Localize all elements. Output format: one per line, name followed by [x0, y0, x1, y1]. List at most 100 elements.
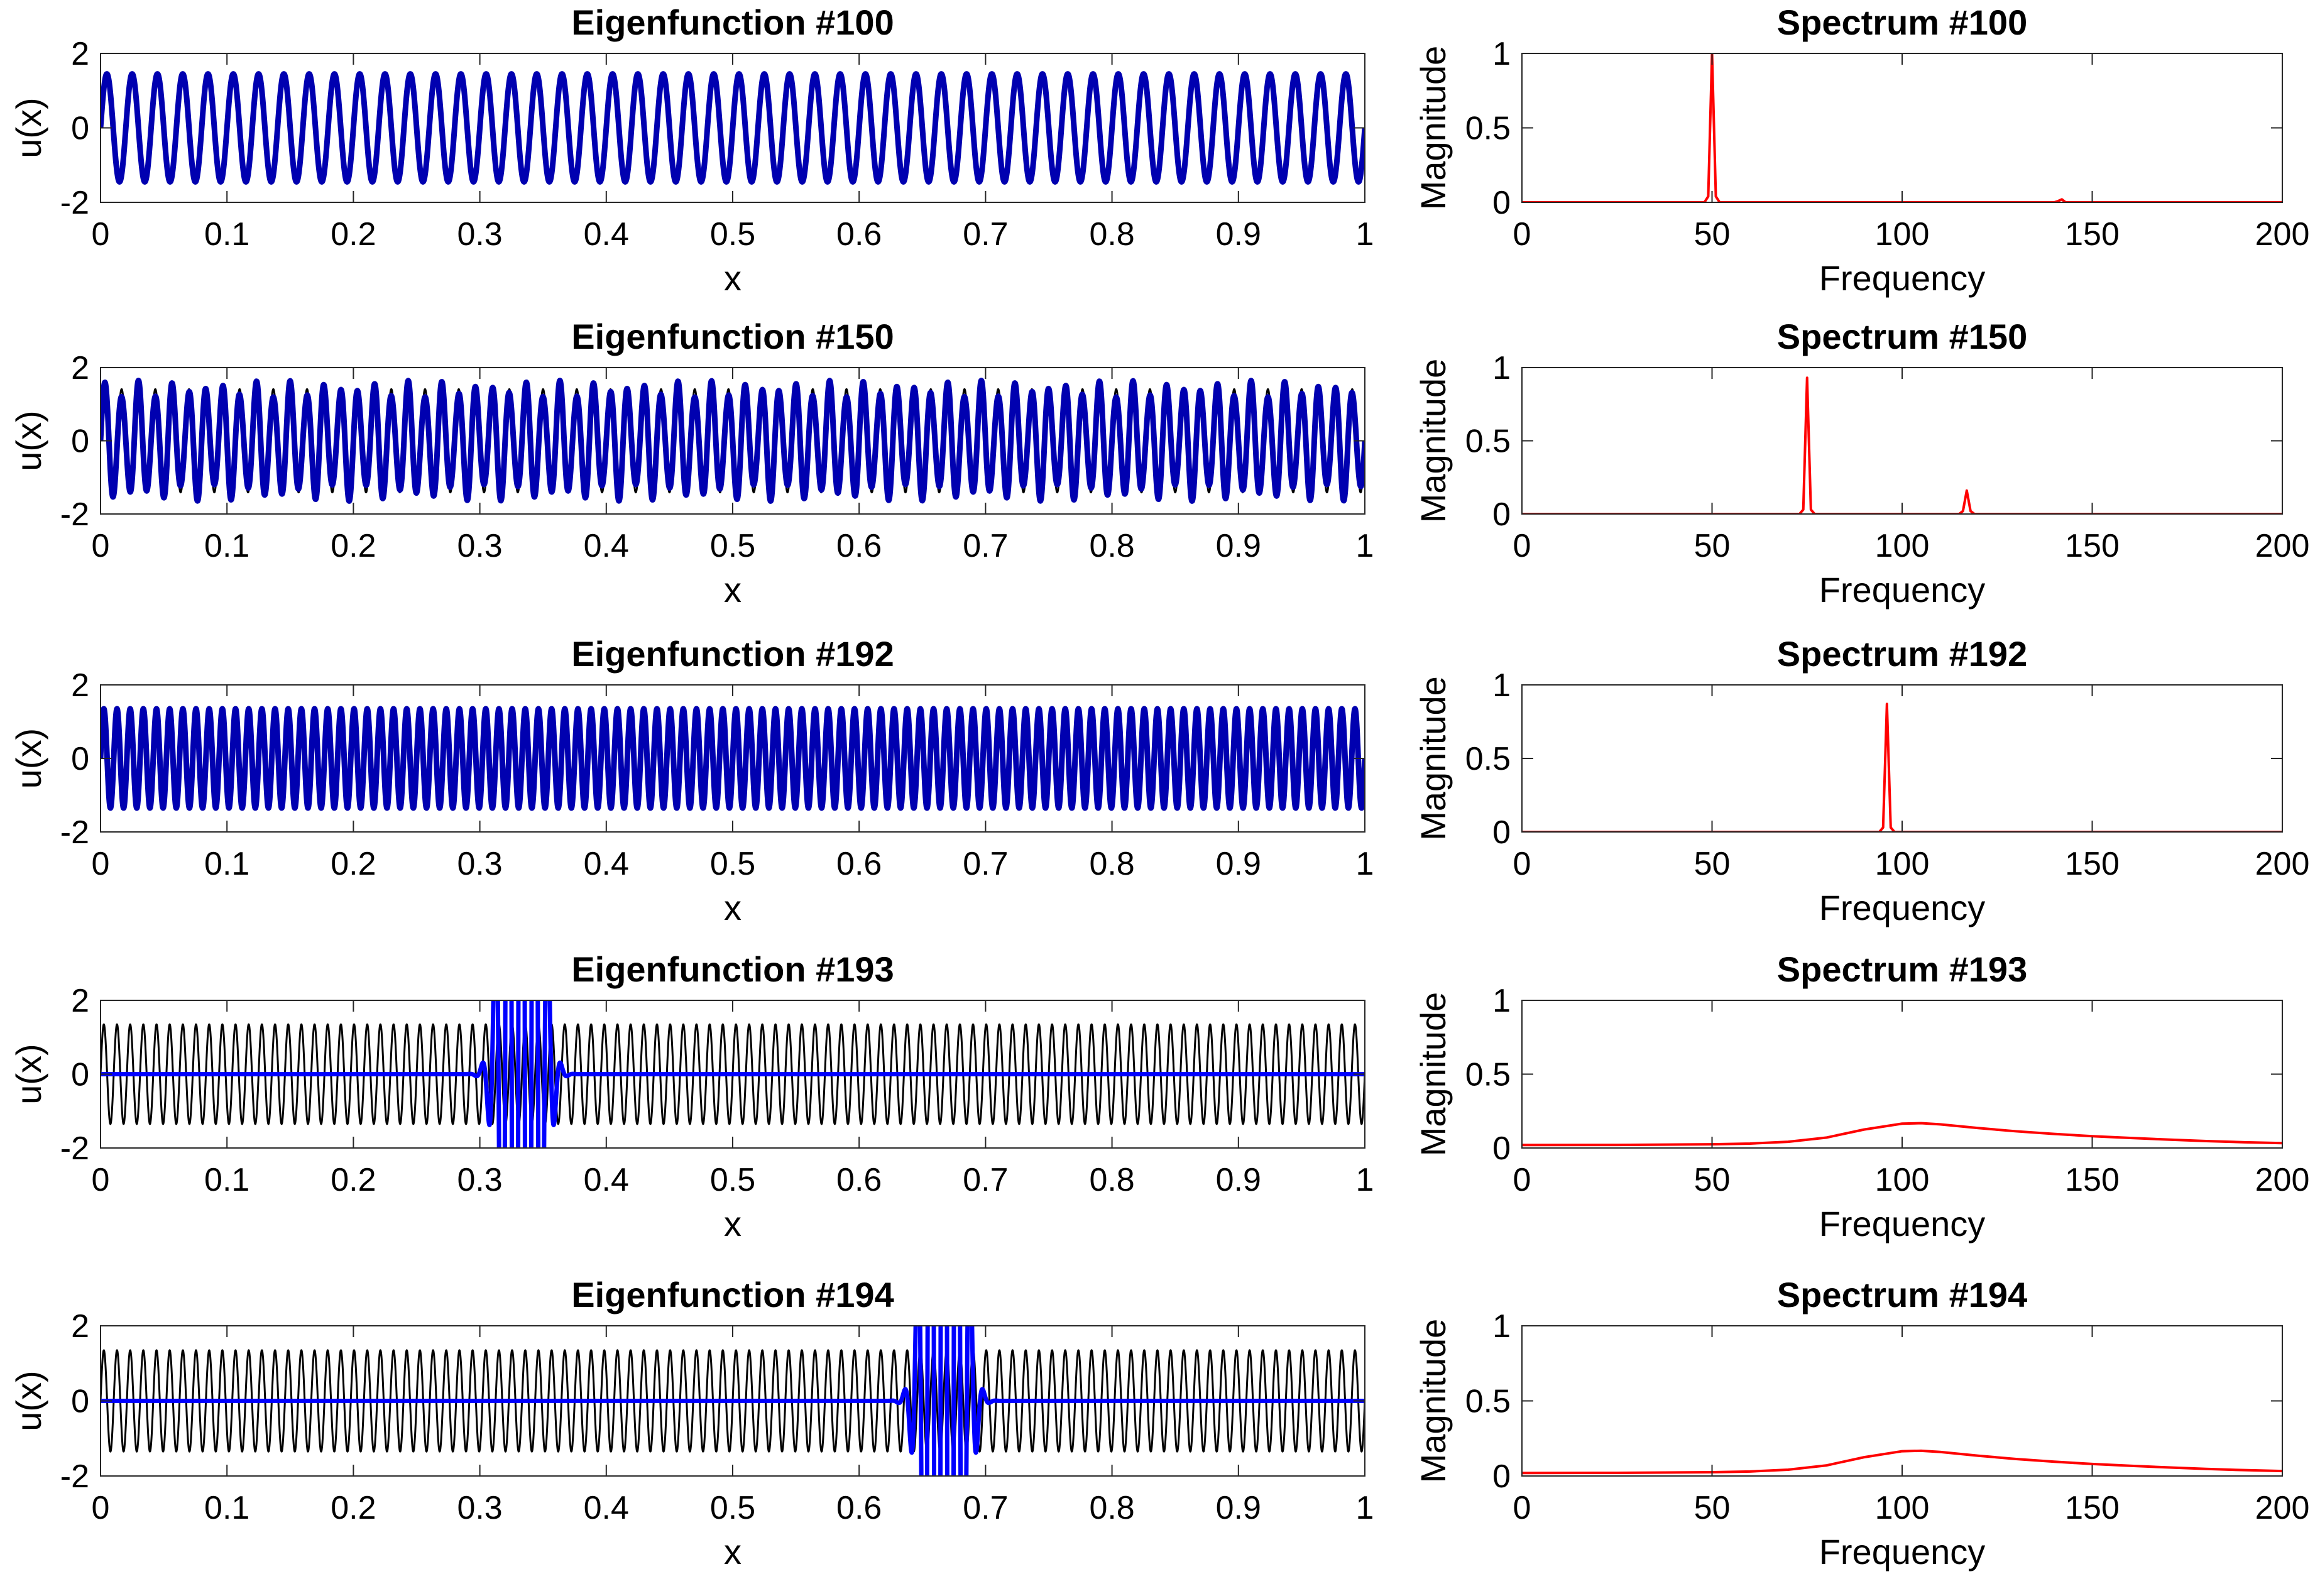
x-axis-label: Frequency [1819, 1532, 1986, 1571]
x-tick-label: 0.9 [1216, 216, 1261, 253]
axes-box [1521, 1325, 2283, 1477]
x-tick-label: 0.3 [457, 216, 502, 253]
y-tick-label: -2 [60, 185, 89, 221]
series-spectrum [1522, 376, 2282, 514]
x-tick-label: 150 [2065, 528, 2120, 564]
x-tick-label: 0.2 [331, 216, 376, 253]
y-tick-label: 2 [71, 1308, 89, 1345]
x-tick-label: 0.5 [710, 846, 755, 882]
x-tick-label: 150 [2065, 1490, 2120, 1526]
plot-area [1522, 1449, 2282, 1475]
x-tick-label: 50 [1694, 528, 1731, 564]
x-tick-label: 150 [2065, 216, 2120, 253]
chart-ef100: Eigenfunction #100 0 0.1 0.2 0.3 0.4 0.5 0.6 0.7… [9, 3, 1374, 298]
x-tick-label: 0.1 [204, 1162, 249, 1198]
x-axis-label: x [724, 1532, 741, 1571]
x-tick-label: 0 [92, 216, 110, 253]
series-eigenfunction [101, 71, 1365, 185]
x-tick-label: 0.4 [584, 1490, 629, 1526]
y-tick-label: 0.5 [1465, 741, 1511, 777]
x-tick-label: 0.7 [963, 846, 1008, 882]
x-tick-label: 1 [1356, 528, 1374, 564]
x-tick-label: 0 [92, 528, 110, 564]
x-tick-label: 0 [1513, 216, 1531, 253]
chart-title: Spectrum #192 [1777, 634, 2027, 674]
y-tick-label: 1 [1492, 667, 1511, 704]
y-tick-label: -2 [60, 814, 89, 851]
x-tick-label: 200 [2255, 216, 2310, 253]
x-tick-label: 0.1 [204, 846, 249, 882]
x-tick-label: 0.5 [710, 216, 755, 253]
y-axis-label: Magnitude [1413, 1319, 1453, 1484]
y-tick-label: 2 [71, 983, 89, 1019]
y-tick-label: 0 [71, 424, 89, 460]
y-tick-label: 1 [1492, 36, 1511, 72]
x-tick-label: 0.9 [1216, 846, 1261, 882]
series-spectrum [1522, 53, 2282, 202]
series-eigenfunction [101, 1000, 1365, 1148]
y-tick-label: 0.5 [1465, 111, 1511, 147]
chart-title: Spectrum #100 [1777, 3, 2027, 42]
x-axis-label: x [724, 570, 741, 609]
y-tick-label: 0.5 [1465, 424, 1511, 460]
x-tick-label: 0.3 [457, 846, 502, 882]
x-tick-label: 0.1 [204, 1490, 249, 1526]
x-axis-label: x [724, 258, 741, 298]
plot-area [101, 71, 1365, 185]
x-tick-label: 0.2 [331, 528, 376, 564]
axes-box [1521, 367, 2283, 515]
chart-ef150: Eigenfunction #150 0 0.1 0.2 0.3 0.4 0.5 0.6 0.7… [9, 317, 1374, 609]
series-eigenfunction [101, 378, 1365, 504]
series-eigenfunction [101, 706, 1365, 811]
chart-sp193: Spectrum #193 0 50 100 150 200 0 0.5 1 Frequency M… [1413, 949, 2309, 1243]
y-tick-label: 0 [1492, 496, 1511, 533]
chart-sp100: Spectrum #100 0 50 100 150 200 0 0.5 1 Frequency M… [1413, 3, 2309, 298]
chart-title: Eigenfunction #192 [571, 634, 894, 674]
x-axis-label: Frequency [1819, 888, 1986, 927]
series-spectrum [1522, 702, 2282, 832]
y-axis-label: Magnitude [1413, 992, 1453, 1157]
chart-ef193: Eigenfunction #193 0 0.1 0.2 0.3 0.4 0.5 0.6 0.7… [9, 949, 1374, 1243]
x-tick-label: 0 [1513, 846, 1531, 882]
y-axis-label: u(x) [9, 728, 48, 789]
y-tick-label: 2 [71, 350, 89, 386]
x-axis-label: x [724, 888, 741, 927]
x-tick-label: 0.7 [963, 528, 1008, 564]
x-tick-label: 100 [1875, 1490, 1930, 1526]
y-tick-label: -2 [60, 496, 89, 533]
y-tick-label: 0 [71, 1384, 89, 1420]
y-tick-label: 0 [1492, 1458, 1511, 1495]
x-tick-label: 0.9 [1216, 1162, 1261, 1198]
y-tick-label: -2 [60, 1130, 89, 1167]
x-tick-label: 0.8 [1089, 1490, 1134, 1526]
x-tick-label: 0.6 [836, 1162, 882, 1198]
x-tick-label: 0.7 [963, 1490, 1008, 1526]
y-tick-label: -2 [60, 1458, 89, 1495]
x-tick-label: 0.6 [836, 216, 882, 253]
x-tick-label: 0 [1513, 1490, 1531, 1526]
x-tick-label: 0.5 [710, 528, 755, 564]
x-tick-label: 0.6 [836, 846, 882, 882]
x-tick-label: 100 [1875, 1162, 1930, 1198]
chart-ef194: Eigenfunction #194 0 0.1 0.2 0.3 0.4 0.5 0.6 0.7… [9, 1275, 1374, 1571]
y-axis-label: Magnitude [1413, 676, 1453, 841]
x-tick-label: 0.8 [1089, 528, 1134, 564]
x-tick-label: 0 [92, 1490, 110, 1526]
plot-area [1522, 53, 2282, 202]
x-tick-label: 0.4 [584, 216, 629, 253]
chart-title: Eigenfunction #193 [571, 949, 894, 989]
x-axis-label: Frequency [1819, 1204, 1986, 1243]
x-tick-label: 1 [1356, 846, 1374, 882]
x-tick-label: 0.3 [457, 528, 502, 564]
x-tick-label: 50 [1694, 1490, 1731, 1526]
y-tick-label: 0.5 [1465, 1384, 1511, 1420]
plot-area [101, 378, 1365, 504]
x-tick-label: 0 [92, 846, 110, 882]
plot-area [101, 1326, 1365, 1476]
x-tick-label: 0.6 [836, 528, 882, 564]
x-tick-label: 0.7 [963, 1162, 1008, 1198]
x-tick-label: 0.8 [1089, 846, 1134, 882]
chart-title: Eigenfunction #194 [571, 1275, 894, 1315]
plot-area [1522, 376, 2282, 514]
axes-box [1521, 1000, 2283, 1149]
